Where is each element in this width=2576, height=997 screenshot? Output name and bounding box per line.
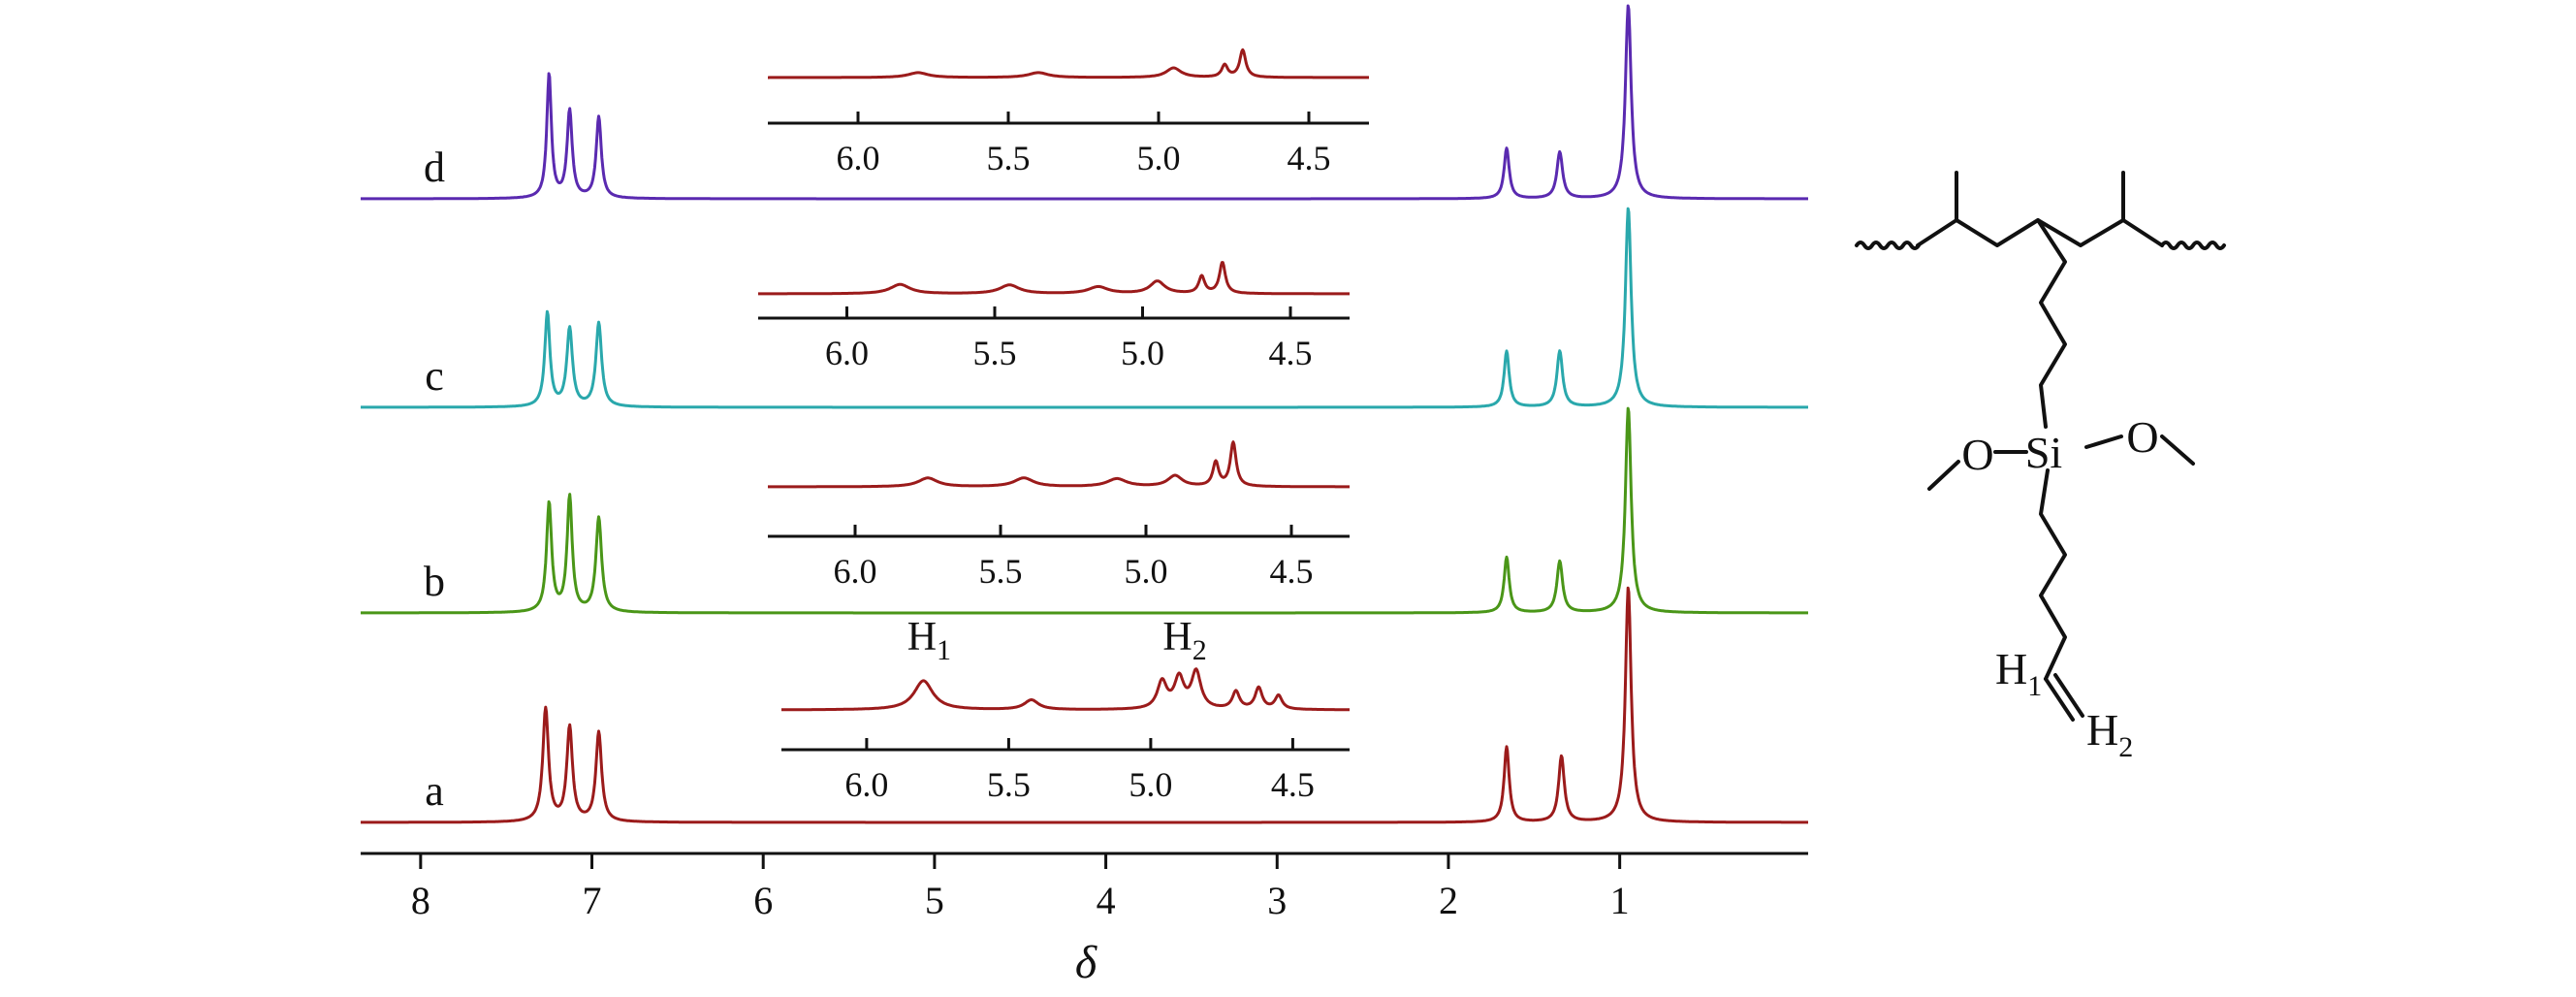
h2-atom-label: H2 [2086,705,2133,763]
inset-tick-label: 5.0 [1125,552,1168,591]
spectrum-trace-b: b [360,406,1809,615]
spectrum-trace-d: d [360,4,1809,201]
side-chain-upper [2036,218,2067,429]
vinyl-region-insets: 6.0 5.5 5.0 4.5 H1 H2 6.0 5.5 5.0 4.5 6.0 5.5 5.0 4.5… [757,48,1370,804]
trace-label-d: d [424,144,445,191]
o-methyl-left [1927,460,1960,491]
si-atom-label: Si [2025,428,2062,477]
chemical-structure [1855,171,2226,722]
inset-tick-label: 4.5 [1269,334,1313,372]
spectrum-trace-c: c [360,207,1809,409]
spectrum-line-a [360,586,1809,824]
x-tick-label: 2 [1439,879,1458,922]
x-tick-label: 5 [925,879,944,922]
x-tick-label: 3 [1267,879,1287,922]
inset-line-a [780,667,1351,712]
trace-label-a: a [425,767,444,815]
inset-d: 6.0 5.5 5.0 4.5 [767,48,1370,177]
inset-tick-label: 4.5 [1270,552,1314,591]
trace-label-b: b [424,558,445,605]
spectrum-line-d [360,4,1809,201]
inset-tick-label: 4.5 [1288,139,1331,177]
inset-c: 6.0 5.5 5.0 4.5 [757,261,1351,372]
wavy-end-right [2160,241,2226,250]
x-tick-label: 1 [1610,879,1630,922]
si-o-right-bond [2084,434,2123,449]
inset-tick-label: 5.5 [987,765,1031,804]
vinyl-double-bond [2044,677,2075,722]
h1-atom-label: H1 [1995,644,2042,702]
x-tick-label: 4 [1097,879,1116,922]
inset-tick-label: 5.5 [973,334,1017,372]
inset-annotation-1: H2 [1162,615,1206,666]
x-axis-title: δ [1075,937,1097,988]
inset-tick-label: 6.0 [844,765,888,804]
inset-tick-label: 5.0 [1137,139,1181,177]
spectrum-trace-a: a [360,586,1809,824]
side-chain-lower [2039,468,2067,681]
x-tick-label: 7 [583,879,602,922]
inset-tick-label: 5.5 [987,139,1031,177]
inset-line-d [767,48,1370,80]
nmr-stacked-spectra: 8 7 6 5 4 3 2 1 δ a b c d [360,4,1809,988]
trace-label-c: c [425,352,444,400]
structure-labels: Si O O H1 H2 [1961,412,2158,763]
inset-a: 6.0 5.5 5.0 4.5 H1 H2 [780,615,1351,804]
inset-tick-label: 6.0 [834,552,877,591]
o-atom-left-label: O [1961,430,1993,479]
spectrum-line-c [360,207,1809,409]
o-atom-right-label: O [2126,412,2158,462]
inset-tick-label: 4.5 [1271,765,1315,804]
o-methyl-right [2160,434,2195,466]
vinyl-double-bond-2 [2053,673,2084,718]
inset-annotation-0: H1 [907,615,951,666]
inset-tick-label: 6.0 [837,139,880,177]
inset-tick-label: 5.0 [1129,765,1172,804]
inset-tick-label: 5.5 [979,552,1023,591]
wavy-end-left [1855,241,1921,250]
x-tick-label: 6 [753,879,773,922]
inset-line-b [767,440,1351,489]
inset-tick-label: 6.0 [825,334,869,372]
inset-tick-label: 5.0 [1121,334,1164,372]
x-tick-label: 8 [411,879,430,922]
spectrum-line-b [360,406,1809,615]
inset-b: 6.0 5.5 5.0 4.5 [767,440,1351,591]
inset-line-c [757,261,1351,296]
